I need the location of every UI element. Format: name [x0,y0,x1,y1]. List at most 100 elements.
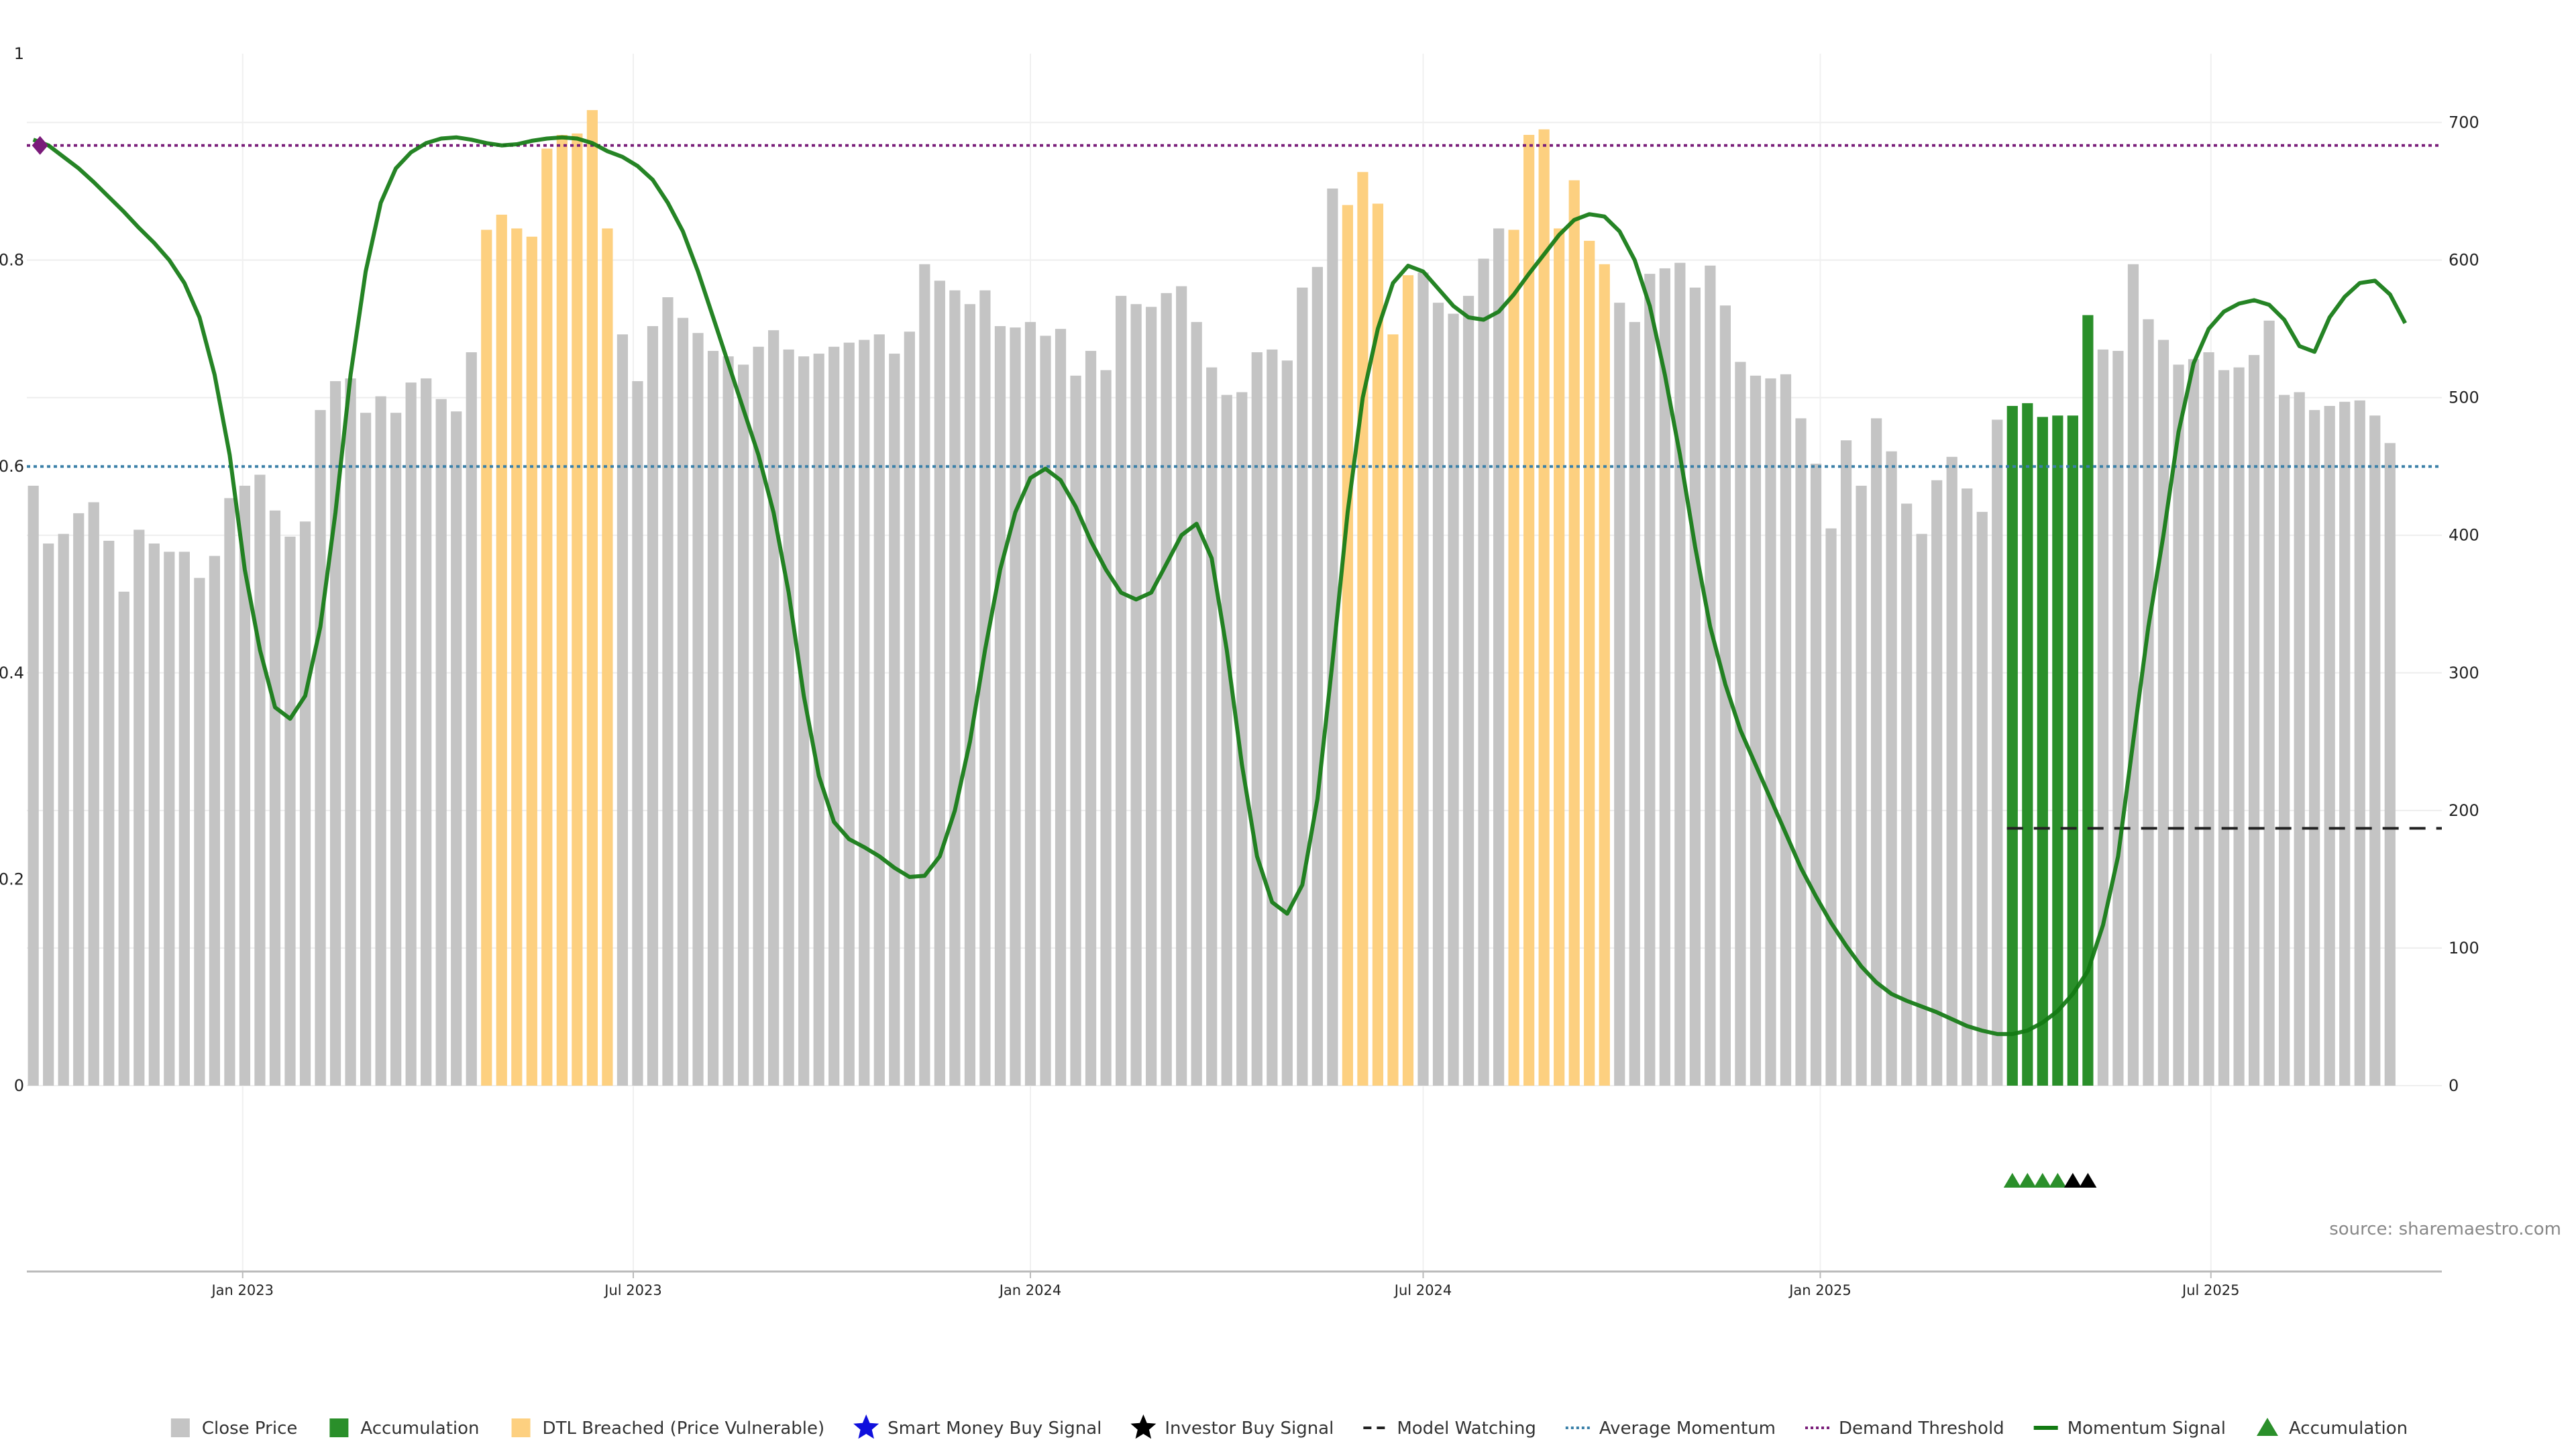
dtl-breached-bar [526,236,537,1086]
close-price-bar [632,381,643,1086]
close-price-bar [692,333,704,1086]
close-price-bar [1130,304,1142,1086]
close-price-bar [1176,286,1187,1086]
close-price-bar [647,326,659,1086]
close-price-bar [904,331,915,1086]
close-price-bar [421,378,432,1086]
close-price-bar [405,382,417,1086]
close-price-bar [2112,350,2124,1086]
dtl-breached-bar [1342,205,1354,1086]
close-price-bar [798,356,810,1086]
close-price-bar [2203,352,2214,1086]
close-price-bar [209,556,220,1086]
close-price-bar [103,540,115,1086]
legend-label: Demand Threshold [1839,1418,2004,1439]
close-price-bar [768,330,780,1086]
close-price-bar [1886,451,1897,1086]
close-price-bar [722,356,734,1086]
close-price-bar [1705,265,1716,1086]
grid-layer [27,54,2442,1272]
legend-label: Momentum Signal [2068,1418,2226,1439]
close-price-bar [1100,370,1112,1086]
close-price-bar [1916,533,1927,1086]
close-price-bar [2369,415,2381,1086]
legend-star-icon [1130,1414,1157,1439]
right-axis-tick-label: 300 [2449,664,2479,682]
close-price-bar [2263,320,2275,1086]
close-price-bar [1795,418,1807,1086]
close-price-bar [375,396,386,1086]
legend-label: Accumulation [360,1418,479,1439]
right-axis-tick-label: 0 [2449,1076,2459,1095]
legend: Close Price Accumulation DTL Breached (Pri… [170,1414,2408,1439]
left-axis-tick-label: 0.2 [0,870,24,888]
close-price-bar [1417,272,1429,1086]
close-price-bar [707,350,719,1086]
legend-triangle-icon [2256,1418,2278,1436]
close-price-bar [1735,362,1746,1086]
close-price-bar [1146,307,1157,1086]
close-price-bar [1659,268,1670,1086]
right-axis-tick-label: 200 [2449,801,2479,820]
dtl-breached-bar [1523,134,1535,1086]
close-price-bar [2157,340,2169,1086]
close-price-bar [2218,370,2230,1086]
close-price-bar [2173,364,2184,1086]
close-price-bar [843,342,855,1086]
close-price-bar [2279,395,2290,1086]
close-price-bar [813,354,824,1086]
close-price-bar [1644,274,1656,1086]
close-price-bar [1674,262,1686,1086]
close-price-bar [1432,303,1444,1086]
accumulation-signal-marker [2019,1173,2037,1188]
close-price-bar [1825,528,1837,1086]
legend-label: Smart Money Buy Signal [888,1418,1102,1439]
close-price-bar [299,521,311,1086]
close-price-bar [1614,303,1625,1086]
close-price-bar [73,513,85,1086]
close-price-bar [979,290,991,1086]
close-price-bar [239,485,251,1086]
dtl-breached-bar [1599,264,1610,1086]
close-price-bar [269,510,281,1086]
close-price-bar [178,552,190,1086]
legend-star-icon [853,1414,879,1439]
legend-label: Close Price [202,1418,298,1439]
close-price-bar [934,280,945,1086]
close-price-bar [873,334,885,1086]
right-axis-tick-label: 500 [2449,388,2479,407]
dtl-breached-bar [481,229,492,1086]
dtl-breached-bar [602,228,613,1086]
left-axis-tick-label: 0.6 [0,457,24,476]
dtl-breached-bar [1538,129,1550,1086]
dtl-breached-bar [586,110,598,1086]
accumulation-bar [2082,315,2094,1086]
close-price-bar [964,304,976,1086]
close-price-bar [1221,395,1232,1086]
close-price-bar [1856,485,1867,1086]
close-price-bar [1040,335,1051,1086]
legend-label: Model Watching [1397,1418,1536,1439]
close-price-bar [1478,258,1489,1086]
close-price-bar [1931,480,1943,1086]
dtl-breached-bar [496,214,507,1086]
close-price-bar [1010,327,1021,1086]
right-axis-tick-label: 700 [2449,113,2479,132]
close-price-bar [1689,287,1701,1086]
close-price-bar [58,533,69,1086]
close-price-bar [164,552,175,1086]
legend-swatch [511,1418,531,1437]
close-price-bar [1629,321,1640,1086]
close-price-bar [254,474,266,1086]
close-price-bar [2294,392,2305,1086]
close-price-bar [1267,349,1278,1086]
close-price-bar [1719,305,1731,1086]
close-price-bar [2309,410,2320,1086]
legend-swatch [170,1418,190,1437]
close-price-bar [390,413,402,1086]
close-price-bar [1992,419,2003,1086]
close-price-bar [1870,418,1882,1086]
x-tick-label: Jul 2023 [603,1282,661,1298]
close-price-bar [783,349,794,1086]
dtl-breached-bar [1357,172,1368,1086]
